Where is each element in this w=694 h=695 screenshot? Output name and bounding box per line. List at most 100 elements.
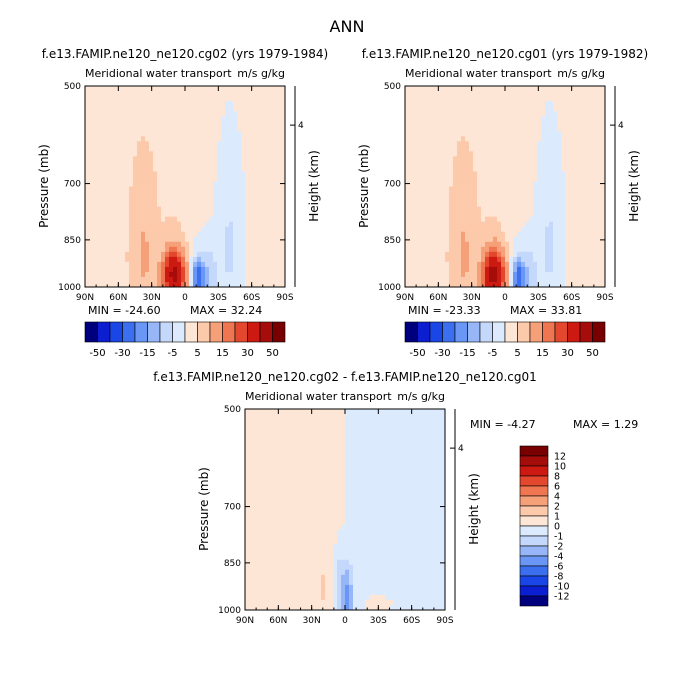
field-cell xyxy=(537,101,542,107)
field-cell xyxy=(393,469,398,475)
field-cell xyxy=(393,424,398,430)
field-cell xyxy=(601,231,606,238)
field-cell xyxy=(493,276,498,283)
field-cell xyxy=(149,211,154,217)
field-cell xyxy=(153,166,158,172)
field-cell xyxy=(265,106,270,112)
field-cell xyxy=(113,121,118,127)
field-cell xyxy=(409,116,414,122)
field-cell xyxy=(541,216,546,222)
field-cell xyxy=(565,111,570,117)
field-cell xyxy=(449,271,454,278)
field-cell xyxy=(589,181,594,187)
field-cell xyxy=(557,256,562,263)
field-cell xyxy=(141,181,146,187)
field-cell xyxy=(413,454,418,460)
field-cell xyxy=(485,121,490,127)
field-cell xyxy=(385,459,390,465)
field-cell xyxy=(85,111,90,117)
field-cell xyxy=(137,226,142,233)
field-cell xyxy=(485,146,490,152)
field-cell xyxy=(597,281,602,288)
field-cell xyxy=(165,146,170,152)
field-cell xyxy=(249,261,254,268)
field-cell xyxy=(477,256,482,263)
field-cell xyxy=(213,111,218,117)
field-cell xyxy=(273,266,278,273)
field-cell xyxy=(553,206,558,212)
field-cell xyxy=(553,136,558,142)
field-cell xyxy=(189,176,194,182)
field-cell xyxy=(209,191,214,197)
field-cell xyxy=(185,161,190,167)
field-cell xyxy=(453,266,458,273)
field-cell xyxy=(557,131,562,137)
field-cell xyxy=(269,86,274,92)
field-cell xyxy=(329,474,334,480)
field-cell xyxy=(105,231,110,238)
field-cell xyxy=(549,151,554,157)
field-cell xyxy=(469,151,474,157)
field-cell xyxy=(181,161,186,167)
field-cell xyxy=(173,146,178,152)
field-cell xyxy=(257,196,262,202)
field-cell xyxy=(157,106,162,112)
field-cell xyxy=(413,141,418,147)
field-cell xyxy=(565,221,570,228)
field-cell xyxy=(109,241,114,248)
field-cell xyxy=(425,429,430,435)
field-cell xyxy=(157,256,162,263)
field-cell xyxy=(601,181,606,187)
field-cell xyxy=(253,266,258,273)
field-cell xyxy=(577,171,582,177)
field-cell xyxy=(517,146,522,152)
field-cell xyxy=(417,434,422,440)
field-cell xyxy=(601,161,606,167)
field-cell xyxy=(169,181,174,187)
field-cell xyxy=(273,221,278,228)
field-cell xyxy=(125,261,130,268)
field-cell xyxy=(105,221,110,228)
field-cell xyxy=(509,96,514,102)
field-cell xyxy=(117,281,122,288)
field-cell xyxy=(449,241,454,248)
field-cell xyxy=(437,171,442,177)
field-cell xyxy=(537,96,542,102)
field-cell xyxy=(441,136,446,142)
field-cell xyxy=(565,231,570,238)
field-cell xyxy=(601,116,606,122)
field-cell xyxy=(89,151,94,157)
field-cell xyxy=(145,226,150,233)
field-cell xyxy=(429,271,434,278)
field-cell xyxy=(437,201,442,207)
field-cell xyxy=(577,141,582,147)
field-cell xyxy=(205,256,210,263)
field-cell xyxy=(221,266,226,273)
field-cell xyxy=(153,261,158,268)
field-cell xyxy=(265,151,270,157)
field-cell xyxy=(489,91,494,97)
y-tick-label: 850 xyxy=(384,236,401,246)
field-cell xyxy=(281,256,286,263)
field-cell xyxy=(481,196,486,202)
y-tick-label: 500 xyxy=(384,82,401,92)
field-cell xyxy=(509,246,514,253)
field-cell xyxy=(169,246,174,253)
field-cell xyxy=(361,424,366,430)
field-cell xyxy=(409,126,414,132)
field-cell xyxy=(497,101,502,107)
field-cell xyxy=(569,121,574,127)
field-cell xyxy=(589,191,594,197)
field-cell xyxy=(129,206,134,212)
field-cell xyxy=(561,221,566,228)
field-cell xyxy=(409,266,414,273)
field-cell xyxy=(457,276,462,283)
field-cell xyxy=(437,216,442,222)
field-cell xyxy=(537,191,542,197)
field-cell xyxy=(421,186,426,192)
field-cell xyxy=(201,126,206,132)
field-cell xyxy=(257,449,262,455)
field-cell xyxy=(161,246,166,253)
field-cell xyxy=(425,176,430,182)
field-cell xyxy=(489,206,494,212)
